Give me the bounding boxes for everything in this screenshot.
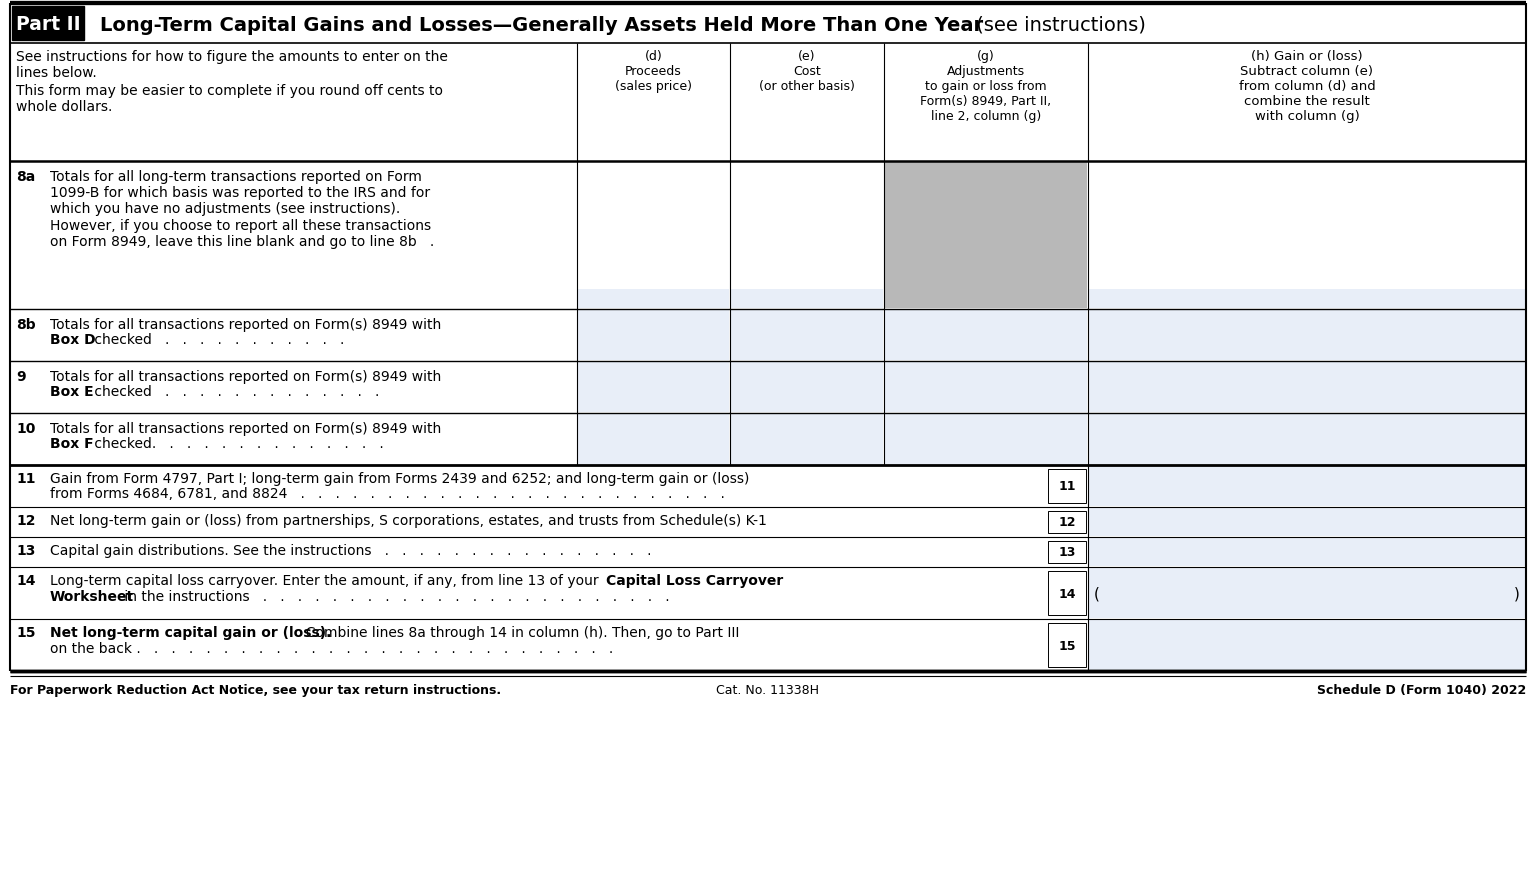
- Text: 14: 14: [1058, 587, 1075, 600]
- Text: Worksheet: Worksheet: [51, 589, 134, 603]
- Text: 9: 9: [15, 369, 26, 383]
- Text: For Paperwork Reduction Act Notice, see your tax return instructions.: For Paperwork Reduction Act Notice, see …: [11, 683, 501, 696]
- Text: (see instructions): (see instructions): [971, 16, 1146, 34]
- Text: Box F: Box F: [51, 437, 94, 451]
- Bar: [578, 414, 730, 465]
- Bar: [1048, 511, 1086, 533]
- Text: Totals for all long-term transactions reported on Form
1099-B for which basis wa: Totals for all long-term transactions re…: [51, 170, 435, 248]
- Bar: [1048, 469, 1086, 503]
- Bar: [731, 310, 883, 360]
- Bar: [731, 414, 883, 465]
- Text: Schedule D (Form 1040) 2022: Schedule D (Form 1040) 2022: [1316, 683, 1525, 696]
- Bar: [578, 310, 730, 360]
- Bar: [1089, 619, 1525, 670]
- Text: Part II: Part II: [15, 15, 80, 33]
- Text: Box D: Box D: [51, 332, 95, 346]
- Text: Long-Term Capital Gains and Losses—Generally Assets Held More Than One Year: Long-Term Capital Gains and Losses—Gener…: [100, 16, 983, 34]
- Text: Net long-term gain or (loss) from partnerships, S corporations, estates, and tru: Net long-term gain or (loss) from partne…: [51, 513, 766, 527]
- Bar: [12, 7, 84, 41]
- Text: 12: 12: [15, 513, 35, 527]
- Text: 8a: 8a: [15, 170, 35, 184]
- Bar: [885, 414, 1087, 465]
- Bar: [1089, 361, 1525, 412]
- Text: checked.   .   .   .   .   .   .   .   .   .   .   .   .   .: checked. . . . . . . . . . . . . .: [91, 437, 384, 451]
- Text: (d)
Proceeds
(sales price): (d) Proceeds (sales price): [614, 50, 693, 93]
- Text: (: (: [1094, 586, 1100, 601]
- Bar: [885, 361, 1087, 412]
- Text: 15: 15: [1058, 638, 1075, 652]
- Text: Cat. No. 11338H: Cat. No. 11338H: [716, 683, 820, 696]
- Text: (e)
Cost
(or other basis): (e) Cost (or other basis): [759, 50, 856, 93]
- Text: (h) Gain or (loss)
Subtract column (e)
from column (d) and
combine the result
wi: (h) Gain or (loss) Subtract column (e) f…: [1238, 50, 1375, 123]
- Text: Combine lines 8a through 14 in column (h). Then, go to Part III: Combine lines 8a through 14 in column (h…: [296, 625, 739, 639]
- Text: 15: 15: [15, 625, 35, 639]
- Text: 11: 11: [15, 472, 35, 486]
- Bar: [1048, 541, 1086, 563]
- Text: ): ): [1514, 586, 1521, 601]
- Text: Net long-term capital gain or (loss).: Net long-term capital gain or (loss).: [51, 625, 332, 639]
- Text: checked   .   .   .   .   .   .   .   .   .   .   .   .   .: checked . . . . . . . . . . . . .: [91, 384, 379, 398]
- Text: 12: 12: [1058, 516, 1075, 529]
- Text: This form may be easier to complete if you round off cents to
whole dollars.: This form may be easier to complete if y…: [15, 84, 442, 114]
- Text: in the instructions   .   .   .   .   .   .   .   .   .   .   .   .   .   .   . : in the instructions . . . . . . . . . . …: [120, 589, 670, 603]
- Bar: [1089, 466, 1525, 506]
- Bar: [1048, 624, 1086, 667]
- Bar: [885, 310, 1087, 360]
- Bar: [1089, 538, 1525, 567]
- Text: 10: 10: [15, 422, 35, 436]
- Text: on the back .   .   .   .   .   .   .   .   .   .   .   .   .   .   .   .   .   : on the back . . . . . . . . . . . . . . …: [51, 641, 613, 655]
- Text: 11: 11: [1058, 480, 1075, 493]
- Text: checked   .   .   .   .   .   .   .   .   .   .   .: checked . . . . . . . . . . .: [91, 332, 344, 346]
- Text: (g)
Adjustments
to gain or loss from
Form(s) 8949, Part II,
line 2, column (g): (g) Adjustments to gain or loss from For…: [920, 50, 1052, 123]
- Text: 13: 13: [1058, 545, 1075, 559]
- Bar: [885, 162, 1087, 309]
- Text: Gain from Form 4797, Part I; long-term gain from Forms 2439 and 6252; and long-t: Gain from Form 4797, Part I; long-term g…: [51, 472, 750, 486]
- Bar: [1089, 310, 1525, 360]
- Text: from Forms 4684, 6781, and 8824   .   .   .   .   .   .   .   .   .   .   .   . : from Forms 4684, 6781, and 8824 . . . . …: [51, 487, 725, 501]
- Bar: [731, 289, 883, 309]
- Bar: [731, 361, 883, 412]
- Bar: [578, 361, 730, 412]
- Bar: [1089, 414, 1525, 465]
- Bar: [1089, 289, 1525, 309]
- Bar: [578, 289, 730, 309]
- Text: 13: 13: [15, 544, 35, 558]
- Text: 14: 14: [15, 574, 35, 588]
- Text: Totals for all transactions reported on Form(s) 8949 with: Totals for all transactions reported on …: [51, 317, 441, 332]
- Bar: [1089, 508, 1525, 537]
- Text: Totals for all transactions reported on Form(s) 8949 with: Totals for all transactions reported on …: [51, 369, 441, 383]
- Text: 8b: 8b: [15, 317, 35, 332]
- Text: Long-term capital loss carryover. Enter the amount, if any, from line 13 of your: Long-term capital loss carryover. Enter …: [51, 574, 604, 588]
- Text: Totals for all transactions reported on Form(s) 8949 with: Totals for all transactions reported on …: [51, 422, 441, 436]
- Text: See instructions for how to figure the amounts to enter on the
lines below.: See instructions for how to figure the a…: [15, 50, 449, 80]
- Text: Box E: Box E: [51, 384, 94, 398]
- Bar: [1048, 571, 1086, 616]
- Bar: [1089, 567, 1525, 618]
- Text: Capital Loss Carryover: Capital Loss Carryover: [607, 574, 783, 588]
- Text: Capital gain distributions. See the instructions   .   .   .   .   .   .   .   .: Capital gain distributions. See the inst…: [51, 544, 651, 558]
